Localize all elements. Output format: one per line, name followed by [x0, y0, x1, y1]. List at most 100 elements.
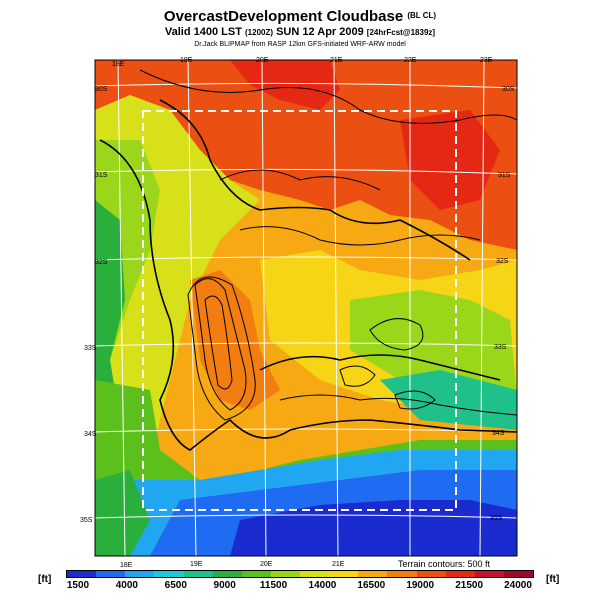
- lon-label-top: 20E: [256, 57, 269, 64]
- meridian-21E: [333, 60, 339, 556]
- contour-escarpment: [159, 99, 471, 261]
- colorbar-unit-right: [ft]: [546, 574, 560, 585]
- colorbar-swatch: [416, 571, 446, 577]
- colorbar-swatch: [125, 571, 155, 577]
- colorbar-swatch: [329, 571, 359, 577]
- lat-label-right: 35S: [490, 515, 503, 522]
- contour-ridge-1: [194, 278, 247, 411]
- valid-time: Valid 1400 LST: [164, 26, 242, 38]
- title-main-text: OvercastDevelopment Cloudbase: [163, 8, 404, 25]
- valid-time-line: Valid 1400 LST (1200Z) SUN 12 Apr 2009 […: [0, 26, 600, 38]
- colorbar-label: 1500: [66, 580, 90, 591]
- contour-east-oval: [369, 318, 424, 351]
- field-green-east: [350, 290, 517, 400]
- terrain-contours: [99, 69, 517, 451]
- lat-label-right: 33S: [494, 344, 507, 351]
- lon-label-bottom: 18E: [120, 562, 133, 569]
- colorbar-swatch: [96, 571, 126, 577]
- contour-central: [239, 226, 481, 246]
- contour-ridge-2: [187, 276, 256, 421]
- parallel-30S: [95, 82, 517, 89]
- valid-date: SUN 12 Apr 2009: [276, 26, 364, 38]
- lat-label-left: 33S: [84, 345, 97, 352]
- field-red-north: [95, 60, 517, 250]
- colorbar-label: 4000: [115, 580, 138, 591]
- lat-label-left: 31S: [95, 172, 108, 179]
- parallel-32S: [95, 256, 517, 261]
- contour-east-2: [394, 390, 436, 410]
- map-frame: [94, 59, 518, 557]
- lon-label-bottom: 20E: [260, 561, 273, 568]
- lon-label-top: 18E: [112, 61, 125, 68]
- contour-ridge-3: [204, 295, 233, 390]
- lat-label-left: 32S: [95, 259, 108, 266]
- contour-north-2: [219, 169, 381, 191]
- parallel-31S: [95, 168, 517, 175]
- lon-label-top: 22E: [404, 57, 417, 64]
- color-field: [95, 60, 517, 556]
- colorbar-label: 16500: [357, 580, 386, 591]
- meridian-23E: [479, 60, 485, 556]
- lon-labels-top: 18E 19E 20E 21E 22E 23E: [112, 57, 493, 68]
- meridian-20E: [261, 60, 267, 556]
- parallel-33S: [95, 342, 517, 347]
- parallel-35S: [95, 514, 517, 519]
- lat-label-right: 32S: [496, 258, 509, 265]
- colorbar-label: 14000: [308, 580, 337, 591]
- colorbar-unit-left: [ft]: [38, 574, 52, 585]
- colorbar-label: 9000: [213, 580, 236, 591]
- contour-east-4: [279, 394, 517, 416]
- model-credit: Dr.Jack BLIPMAP from RASP 12km GFS-initi…: [194, 41, 406, 48]
- colorbar-label: 19000: [406, 580, 435, 591]
- contour-east-1: [339, 365, 376, 387]
- colorbar-label: 24000: [504, 580, 532, 591]
- field-red-center: [400, 110, 500, 210]
- colorbar-swatch: [503, 571, 533, 577]
- field-orange-ridge: [190, 270, 280, 410]
- colorbar-swatch: [474, 571, 504, 577]
- contour-coastline: [99, 139, 517, 451]
- colorbar-swatch: [387, 571, 417, 577]
- colorbar-swatch: [270, 571, 300, 577]
- lat-label-right: 30S: [502, 86, 515, 93]
- lon-label-bottom: 19E: [190, 561, 203, 568]
- lat-labels-right: 30S 31S 32S 33S 34S 35S: [490, 86, 515, 522]
- colorbar-swatch: [241, 571, 271, 577]
- contour-east-3: [259, 354, 501, 381]
- lon-label-top: 23E: [480, 57, 493, 64]
- lat-label-left: 30S: [95, 86, 108, 93]
- colorbar-label: 21500: [455, 580, 484, 591]
- lon-label-bottom: 21E: [332, 561, 345, 568]
- lat-label-left: 35S: [80, 517, 93, 524]
- lat-label-left: 34S: [84, 431, 97, 438]
- meridian-18E: [117, 60, 126, 556]
- map-title: OvercastDevelopment Cloudbase (BL CL): [0, 8, 600, 25]
- colorbar-label: 6500: [164, 580, 187, 591]
- terrain-note: Terrain contours: 500 ft: [398, 559, 491, 569]
- inner-domain-box: [142, 110, 457, 511]
- title-suffix: (BL CL): [407, 11, 437, 20]
- forecast-info: [24hrFcst@1839z]: [366, 28, 436, 37]
- colorbar-swatch: [154, 571, 184, 577]
- field-green-southwest: [95, 470, 150, 556]
- lon-label-top: 19E: [180, 57, 193, 64]
- valid-zulu: (1200Z): [245, 28, 274, 37]
- lon-label-top: 21E: [330, 57, 343, 64]
- lat-labels-left: 30S 31S 32S 33S 34S 35S: [80, 86, 108, 524]
- colorbar-swatch: [358, 571, 388, 577]
- meridian-19E: [187, 60, 197, 556]
- colorbar: [66, 570, 534, 578]
- colorbar-swatch: [445, 571, 475, 577]
- field-deepblue-sea: [230, 500, 517, 556]
- field-deepred-north: [230, 60, 340, 110]
- contour-north-1: [139, 69, 517, 124]
- field-teal-east: [380, 370, 517, 430]
- colorbar-swatch: [300, 571, 330, 577]
- lat-label-right: 34S: [492, 430, 505, 437]
- lat-label-right: 31S: [498, 172, 511, 179]
- lon-labels-bottom: 18E 19E 20E 21E: [120, 561, 345, 569]
- colorbar-swatch: [212, 571, 242, 577]
- colorbar-swatch: [183, 571, 213, 577]
- colorbar-swatch: [67, 571, 97, 577]
